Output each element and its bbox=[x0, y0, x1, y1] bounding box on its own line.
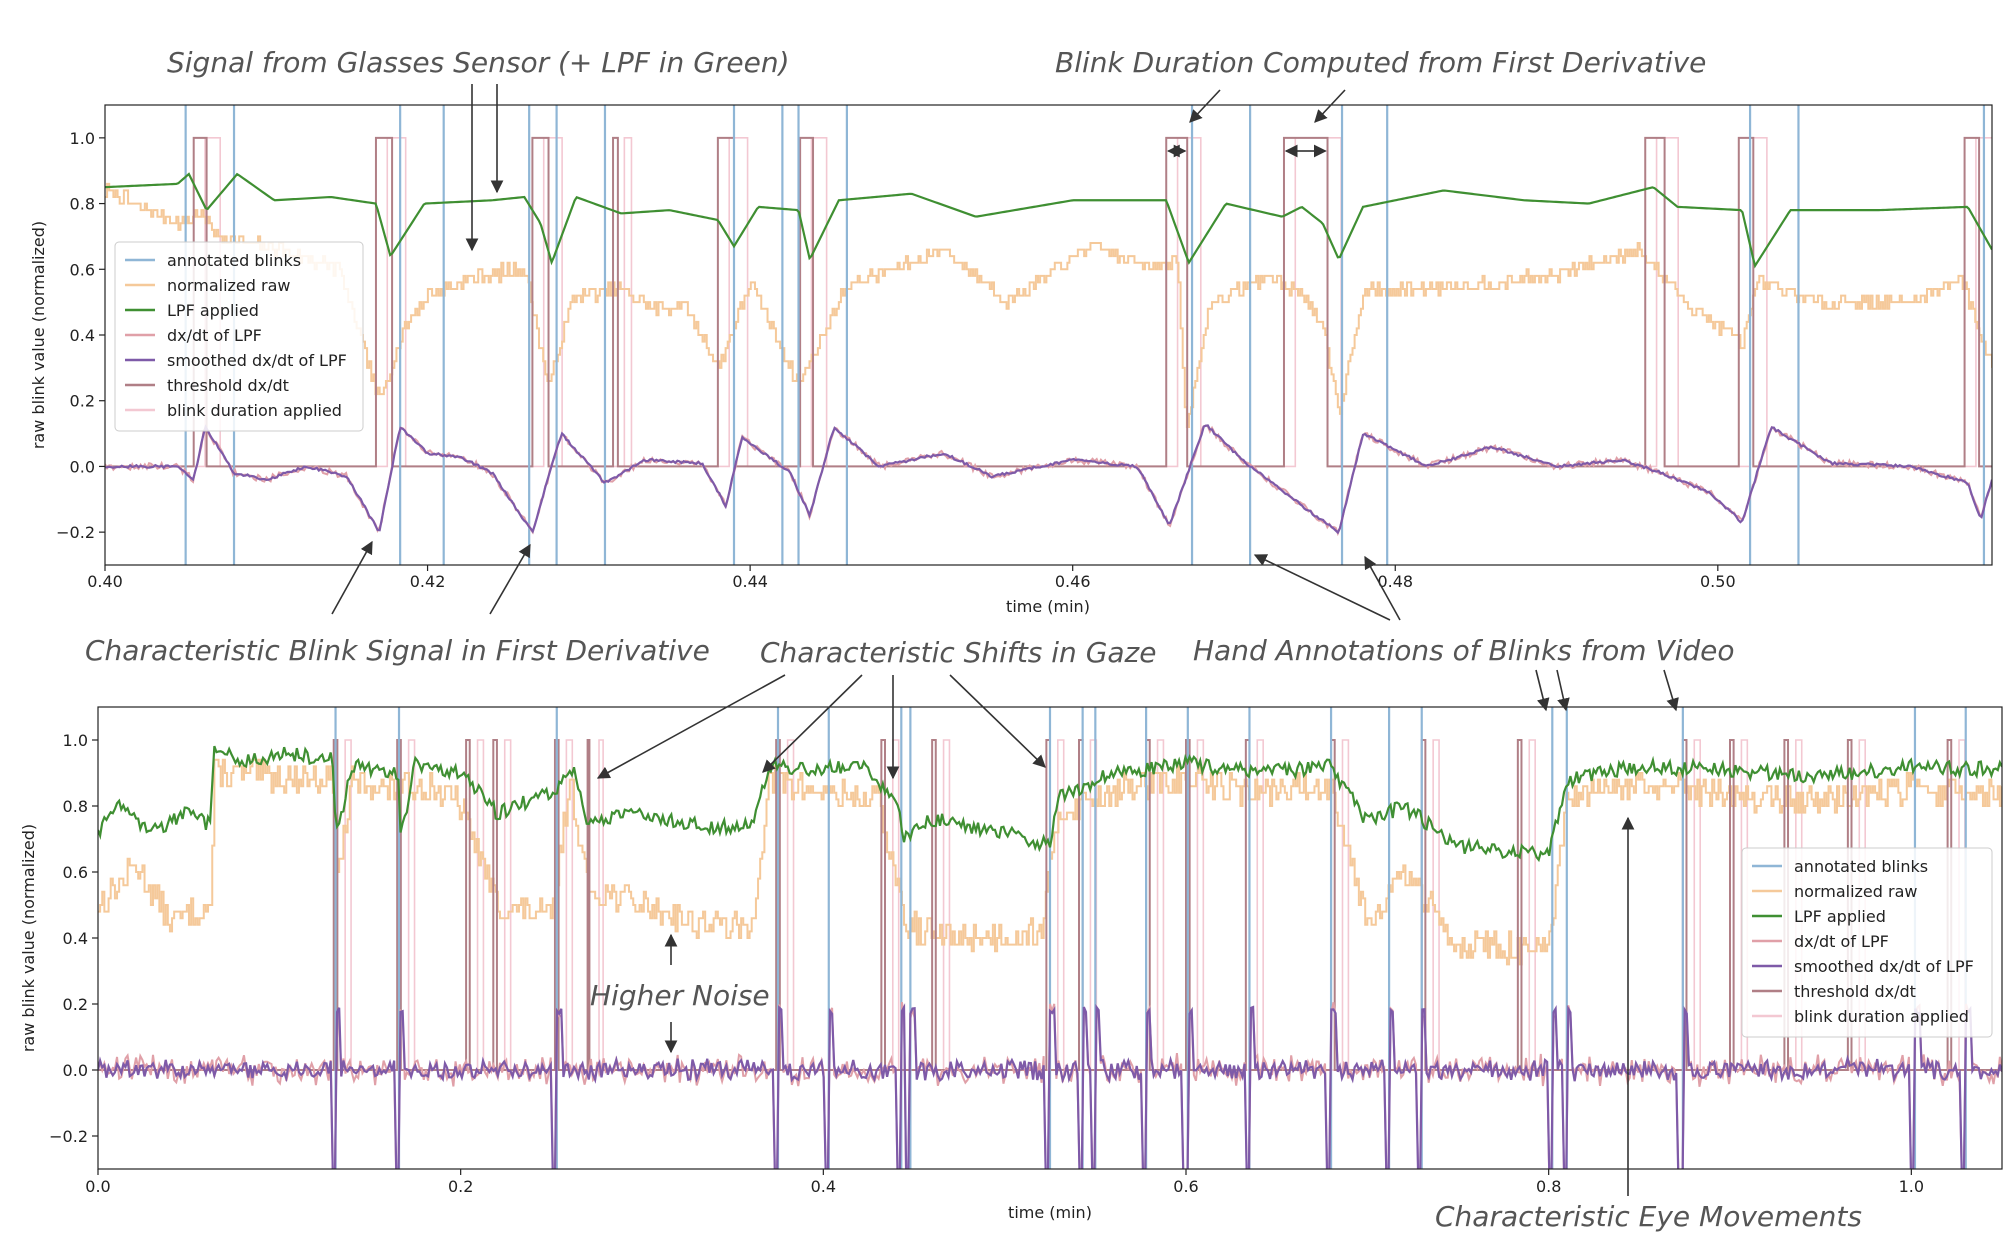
y-tick-label: 0.6 bbox=[63, 863, 88, 882]
series-lpf-applied bbox=[98, 745, 2002, 863]
arrow-duration-2 bbox=[1314, 89, 1346, 123]
legend-entry: normalized raw bbox=[1794, 882, 1917, 901]
x-tick-label: 0.40 bbox=[87, 572, 123, 591]
top-legend: annotated blinks normalized raw LPF applie… bbox=[114, 241, 364, 432]
x-tick-label: 0.6 bbox=[1173, 1177, 1198, 1196]
x-tick-label: 1.0 bbox=[1899, 1177, 1924, 1196]
y-tick-label: 0.8 bbox=[63, 797, 88, 816]
legend-entry: normalized raw bbox=[167, 276, 290, 295]
series-threshold-dxdt bbox=[105, 136, 1992, 468]
legend-entry: dx/dt of LPF bbox=[1794, 932, 1889, 951]
y-tick-label: 0.0 bbox=[63, 1061, 88, 1080]
x-tick-label: 0.44 bbox=[732, 572, 768, 591]
series-smoothed-dxdt bbox=[105, 424, 1992, 535]
x-tick-label: 0.50 bbox=[1700, 572, 1736, 591]
top-chart-panel: 0.40 0.42 0.44 0.46 0.48 0.50 −0.2 0.0 0.2 0.4 0.6… bbox=[29, 104, 1993, 616]
legend-entry: blink duration applied bbox=[1794, 1007, 1969, 1026]
arrow-duration-1 bbox=[1189, 89, 1221, 123]
annotation-blink-signal: Characteristic Blink Signal in First Der… bbox=[85, 634, 710, 667]
x-tick-label: 0.0 bbox=[85, 1177, 110, 1196]
y-tick-label: 0.8 bbox=[70, 195, 95, 214]
y-tick-label: 0.6 bbox=[70, 260, 95, 279]
series-smoothed-dxdt bbox=[98, 1003, 2002, 1169]
x-tick-label: 0.48 bbox=[1377, 572, 1413, 591]
arrow-gaze-2 bbox=[762, 674, 863, 773]
bottom-legend: annotated blinks normalized raw LPF applie… bbox=[1741, 847, 1993, 1038]
bottom-x-axis-label: time (min) bbox=[1008, 1203, 1092, 1222]
legend-box bbox=[1741, 847, 1993, 1038]
arrow-hand-2 bbox=[1364, 555, 1401, 621]
annotation-gaze-shifts: Characteristic Shifts in Gaze bbox=[760, 636, 1156, 669]
annotation-glasses-sensor: Signal from Glasses Sensor (+ LPF in Gre… bbox=[167, 46, 790, 79]
legend-entry: annotated blinks bbox=[1794, 857, 1928, 876]
legend-entry: threshold dx/dt bbox=[167, 376, 289, 395]
annotation-hand-annotations: Hand Annotations of Blinks from Video bbox=[1193, 634, 1735, 667]
y-tick-label: 0.2 bbox=[63, 995, 88, 1014]
arrow-blink-signal-1 bbox=[331, 540, 373, 615]
series-normalized-raw bbox=[105, 182, 1992, 428]
legend-entry: smoothed dx/dt of LPF bbox=[167, 351, 347, 370]
legend-entry: threshold dx/dt bbox=[1794, 982, 1916, 1001]
legend-box bbox=[114, 241, 364, 432]
y-tick-label: −0.2 bbox=[56, 523, 95, 542]
x-tick-label: 0.4 bbox=[811, 1177, 836, 1196]
arrow-blink-signal-2 bbox=[489, 543, 531, 615]
legend-entry: annotated blinks bbox=[167, 251, 301, 270]
annotation-blink-duration: Blink Duration Computed from First Deriv… bbox=[1055, 46, 1706, 79]
x-tick-label: 0.46 bbox=[1055, 572, 1091, 591]
series-blink-duration bbox=[105, 137, 1992, 468]
top-x-axis-label: time (min) bbox=[1006, 597, 1090, 616]
arrow-hand-3 bbox=[1535, 669, 1550, 712]
x-tick-label: 0.42 bbox=[410, 572, 446, 591]
bottom-y-axis-label: raw blink value (normalized) bbox=[19, 824, 38, 1052]
legend-entry: smoothed dx/dt of LPF bbox=[1794, 957, 1974, 976]
legend-entry: LPF applied bbox=[167, 301, 259, 320]
arrow-hand-5 bbox=[1663, 669, 1679, 712]
y-tick-label: 0.0 bbox=[70, 457, 95, 476]
top-y-axis-label: raw blink value (normalized) bbox=[29, 221, 48, 449]
y-tick-label: 1.0 bbox=[70, 129, 95, 148]
y-tick-label: 0.4 bbox=[70, 326, 95, 345]
arrow-gaze-1 bbox=[596, 674, 786, 779]
arrow-gaze-4 bbox=[949, 674, 1046, 768]
arrow-hand-4 bbox=[1556, 669, 1570, 712]
y-tick-label: 0.2 bbox=[70, 392, 95, 411]
x-tick-label: 0.2 bbox=[448, 1177, 473, 1196]
annotation-higher-noise: Higher Noise bbox=[590, 979, 770, 1012]
legend-entry: blink duration applied bbox=[167, 401, 342, 420]
series-threshold-dxdt bbox=[98, 739, 2002, 1071]
bottom-chart-panel: 0.0 0.2 0.4 0.6 0.8 1.0 −0.2 0.0 0.2 0.4 0.6 0.8 1.0… bbox=[19, 706, 2003, 1222]
y-tick-label: −0.2 bbox=[49, 1127, 88, 1146]
annotations: Signal from Glasses Sensor (+ LPF in Gre… bbox=[85, 46, 1862, 1233]
y-tick-label: 0.4 bbox=[63, 929, 88, 948]
arrow-hand-1 bbox=[1253, 554, 1391, 621]
y-tick-label: 1.0 bbox=[63, 731, 88, 750]
annotation-eye-movements: Characteristic Eye Movements bbox=[1435, 1200, 1862, 1233]
legend-entry: LPF applied bbox=[1794, 907, 1886, 926]
legend-entry: dx/dt of LPF bbox=[167, 326, 262, 345]
series-lpf-applied bbox=[105, 172, 1992, 269]
x-tick-label: 0.8 bbox=[1536, 1177, 1561, 1196]
